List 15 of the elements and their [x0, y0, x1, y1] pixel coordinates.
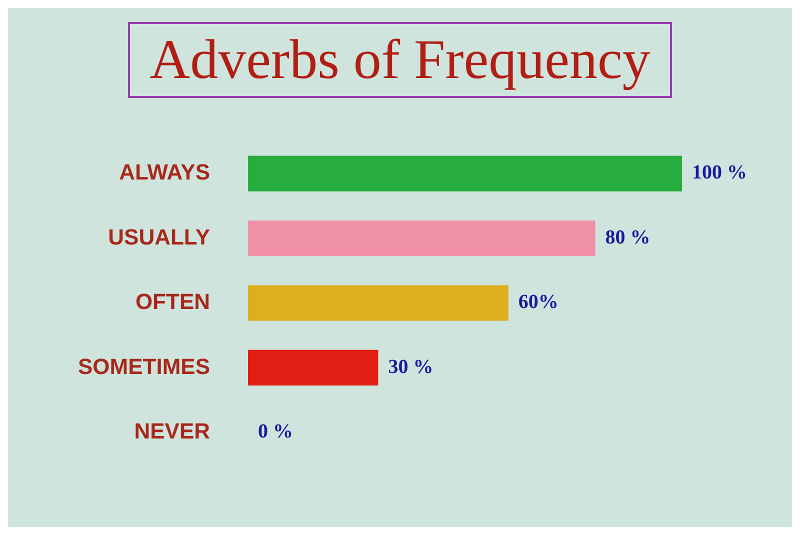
- data-label: 80 %: [605, 226, 650, 248]
- y-tick-label: NEVER: [134, 418, 210, 444]
- y-tick-label: OFTEN: [135, 289, 210, 314]
- data-label: 30 %: [388, 356, 434, 378]
- y-tick-label: USUALLY: [108, 224, 210, 250]
- data-label: 100 %: [692, 162, 747, 184]
- chart-title: Adverbs of Frequency: [128, 22, 672, 98]
- data-label: 60%: [518, 291, 558, 314]
- y-tick-label: ALWAYS: [119, 160, 210, 185]
- y-tick-label: SOMETIMES: [78, 354, 210, 379]
- bar: [248, 156, 682, 192]
- bar: [248, 220, 596, 256]
- bar: [248, 350, 378, 386]
- bar: [248, 285, 508, 321]
- data-label: 0 %: [258, 420, 294, 443]
